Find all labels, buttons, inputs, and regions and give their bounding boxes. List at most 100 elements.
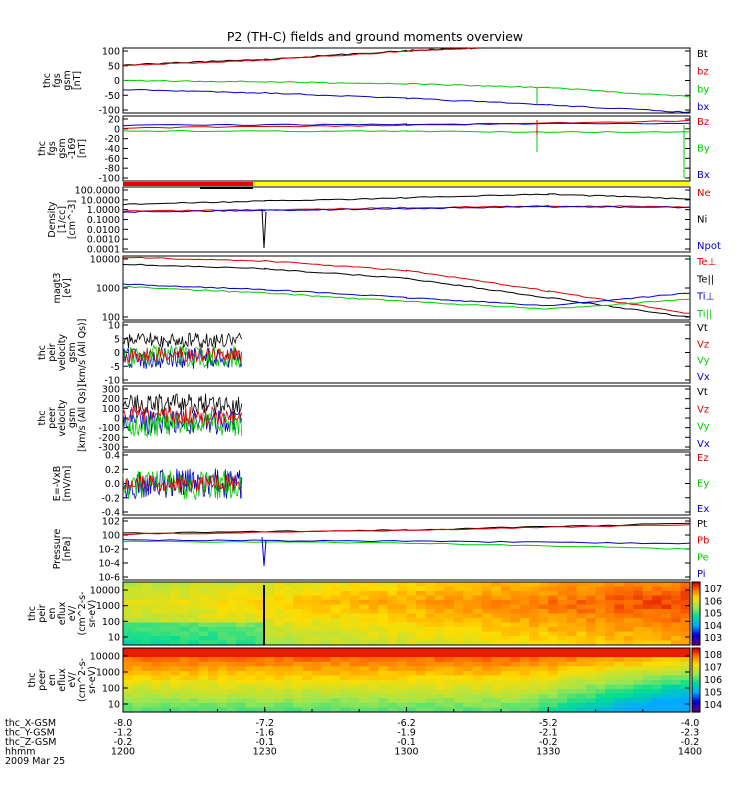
colorbar-cell	[692, 652, 700, 655]
spectrogram-cell	[567, 631, 578, 637]
spectrogram-cell	[434, 661, 445, 667]
spectrogram-cell	[208, 591, 219, 597]
spectrogram-cell	[123, 636, 133, 642]
spectrogram-cell	[359, 636, 370, 642]
spectrogram-cell	[472, 652, 483, 658]
spectrogram-cell	[444, 640, 455, 646]
spectrogram-cell	[482, 609, 493, 615]
spectrogram-cell	[302, 661, 313, 667]
spectrogram-cell	[302, 631, 313, 637]
spectrogram-cell	[141, 595, 152, 601]
spectrogram-cell	[283, 622, 294, 628]
spectrogram-cell	[642, 627, 653, 633]
spectrogram-cell	[623, 698, 634, 704]
spectrogram-cell	[633, 595, 644, 601]
spectrogram-cell	[605, 698, 615, 704]
spectrogram-cell	[264, 707, 275, 713]
spectrogram-cell	[586, 604, 596, 610]
spectrogram-cell	[264, 648, 275, 654]
spectrogram-cell	[302, 595, 313, 601]
spectrogram-cell	[501, 595, 511, 601]
spectrogram-cell	[160, 613, 171, 619]
spectrogram-cell	[189, 609, 200, 615]
spectrogram-cell	[359, 652, 370, 658]
spectrogram-cell	[179, 627, 190, 633]
spectrogram-cell	[226, 613, 237, 619]
spectrogram-cell	[510, 680, 521, 686]
spectrogram-cell	[614, 627, 625, 633]
spectrogram-cell	[236, 622, 247, 628]
spectrogram-cell	[217, 657, 228, 663]
spectrogram-cell	[387, 613, 398, 619]
spectrogram-cell	[529, 698, 540, 704]
spectrogram-cell	[349, 661, 360, 667]
spectrogram-cell	[340, 622, 351, 628]
spectrogram-cell	[614, 661, 625, 667]
spectrogram-cell	[340, 666, 351, 672]
y-tick-label: -50	[104, 91, 120, 102]
spectrogram-cell	[274, 618, 285, 624]
spectrogram-cell	[453, 595, 464, 601]
spectrogram-cell	[501, 680, 511, 686]
spectrogram-cell	[264, 640, 275, 646]
spectrogram-cell	[623, 595, 634, 601]
spectrogram-cell	[482, 631, 493, 637]
spectrogram-cell	[491, 609, 502, 615]
spectrogram-cell	[312, 661, 322, 667]
spectrogram-cell	[245, 707, 256, 713]
spectrogram-cell	[482, 613, 493, 619]
spectrogram-cell	[160, 666, 171, 672]
spectrogram-cell	[491, 631, 502, 637]
spectrogram-cell	[463, 595, 474, 601]
y-axis-label: gsm	[57, 138, 68, 158]
spectrogram-cell	[321, 582, 332, 588]
spectrogram-cell	[274, 636, 285, 642]
spectrogram-cell	[255, 670, 266, 677]
spectrogram-cell	[501, 609, 511, 615]
spectrogram-cell	[302, 698, 313, 704]
spectrogram-cell	[576, 666, 587, 672]
spectrogram-cell	[642, 591, 653, 597]
spectrogram-cell	[557, 702, 568, 709]
spectrogram-cell	[208, 661, 219, 667]
spectrogram-cell	[510, 591, 521, 597]
spectrogram-cell	[151, 675, 162, 681]
spectrogram-cell	[614, 591, 625, 597]
spectrogram-cell	[425, 604, 436, 610]
spectrogram-cell	[368, 604, 379, 610]
spectrogram-cell	[151, 684, 162, 690]
spectrogram-cell	[425, 595, 436, 601]
spectrogram-cell	[160, 591, 171, 597]
spectrogram-cell	[312, 631, 322, 637]
spectrogram-cell	[368, 591, 379, 597]
y-tick-label: 20	[108, 115, 120, 126]
spectrogram-cell	[151, 591, 162, 597]
spectrogram-cell	[330, 631, 341, 637]
spectrogram-cell	[293, 661, 304, 667]
spectrogram-cell	[548, 684, 559, 690]
spectrogram-cell	[151, 680, 162, 686]
spectrogram-cell	[236, 618, 247, 624]
spectrogram-cell	[680, 640, 691, 646]
spectrogram-cell	[444, 604, 455, 610]
spectrogram-cell	[132, 600, 143, 606]
spectrogram-cell	[141, 640, 152, 646]
spectrogram-cell	[425, 657, 436, 663]
spectrogram-cell	[680, 698, 691, 704]
spectrogram-cell	[444, 586, 455, 592]
spectrogram-cell	[482, 680, 493, 686]
spectrogram-cell	[349, 698, 360, 704]
spectrogram-cell	[576, 707, 587, 713]
spectrogram-cell	[434, 657, 445, 663]
spectrogram-cell	[141, 702, 152, 709]
spectrogram-cell	[217, 586, 228, 592]
spectrogram-cell	[586, 661, 596, 667]
spectrogram-cell	[264, 670, 275, 677]
spectrogram-cell	[444, 613, 455, 619]
spectrogram-cell	[595, 627, 606, 633]
spectrogram-cell	[519, 631, 530, 637]
spectrogram-cell	[605, 622, 615, 628]
spectrogram-cell	[236, 707, 247, 713]
spectrogram-cell	[245, 586, 256, 592]
